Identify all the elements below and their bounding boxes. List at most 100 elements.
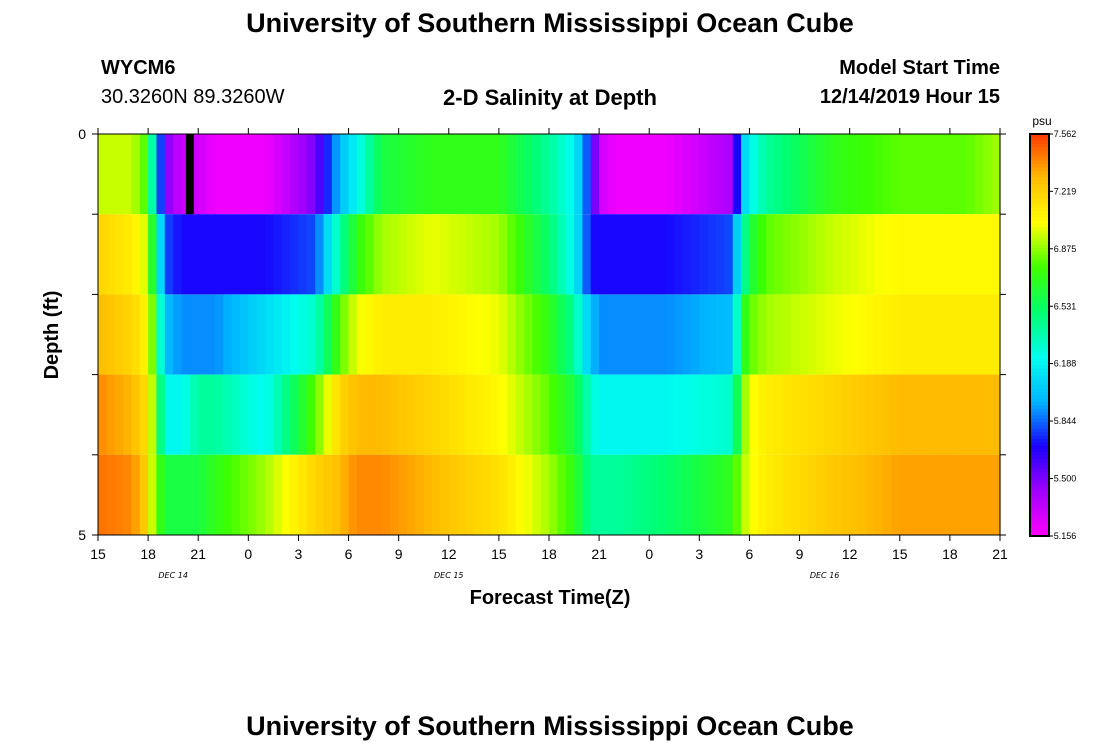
heatmap-cell: [156, 134, 166, 215]
x-tick-label: 15: [90, 546, 106, 562]
heatmap-cell: [732, 454, 742, 535]
heatmap-cell: [298, 134, 308, 215]
heatmap-cell: [298, 294, 308, 375]
colorbar-segment: [1030, 298, 1049, 303]
heatmap-cell: [841, 294, 851, 375]
heatmap-cell: [849, 214, 859, 295]
heatmap-cell: [98, 214, 107, 295]
heatmap-cell: [849, 294, 859, 375]
colorbar-segment: [1030, 405, 1049, 410]
heatmap-cell: [782, 214, 792, 295]
heatmap-cell: [590, 294, 600, 375]
heatmap-cell: [206, 294, 216, 375]
colorbar-tick-label: 7.562: [1054, 129, 1077, 139]
heatmap-cell: [273, 454, 283, 535]
heatmap-cell: [824, 134, 834, 215]
heatmap-cell: [164, 214, 174, 295]
colorbar-segment: [1030, 328, 1049, 333]
heatmap-cell: [139, 294, 149, 375]
heatmap-cell: [114, 454, 124, 535]
heatmap-cell: [223, 134, 233, 215]
heatmap-cell: [473, 454, 483, 535]
heatmap-cell: [908, 374, 918, 455]
heatmap-cell: [741, 374, 751, 455]
heatmap-cell: [707, 214, 717, 295]
heatmap-cell: [874, 294, 884, 375]
heatmap-cell: [657, 454, 667, 535]
colorbar-segment: [1030, 499, 1049, 504]
heatmap-cell: [883, 294, 893, 375]
colorbar-segment: [1030, 204, 1049, 209]
heatmap-cell: [657, 374, 667, 455]
colorbar-segment: [1030, 301, 1049, 306]
heatmap-cell: [189, 134, 199, 215]
heatmap-cell: [891, 294, 901, 375]
heatmap-cell: [398, 374, 408, 455]
heatmap-cell: [281, 454, 291, 535]
heatmap-cell: [849, 374, 859, 455]
heatmap-cell: [423, 214, 433, 295]
heatmap-cell: [707, 134, 717, 215]
heatmap-cell: [415, 374, 425, 455]
heatmap-cell: [490, 134, 500, 215]
heatmap-cell: [507, 134, 517, 215]
x-tick-label: 3: [695, 546, 703, 562]
colorbar-segment: [1030, 264, 1049, 269]
heatmap-cell: [457, 214, 467, 295]
heatmap-cell: [415, 214, 425, 295]
colorbar-segment: [1030, 445, 1049, 450]
heatmap-cell: [123, 294, 133, 375]
heatmap-cell: [832, 134, 842, 215]
heatmap-cell: [423, 374, 433, 455]
colorbar-segment: [1030, 522, 1049, 527]
colorbar-segment: [1030, 485, 1049, 490]
colorbar-segment: [1030, 418, 1049, 423]
heatmap-cell: [323, 454, 333, 535]
day-label: DEC 16: [810, 571, 840, 580]
heatmap-cell: [515, 214, 525, 295]
colorbar-segment: [1030, 489, 1049, 494]
heatmap-cell: [231, 454, 241, 535]
colorbar-segment: [1030, 194, 1049, 199]
heatmap-cell: [365, 374, 375, 455]
heatmap-cell: [256, 454, 266, 535]
heatmap-cell: [498, 214, 508, 295]
colorbar-segment: [1030, 167, 1049, 172]
heatmap-cell: [766, 374, 776, 455]
colorbar-unit: psu: [1032, 114, 1051, 128]
heatmap-cell: [98, 374, 107, 455]
heatmap-cell: [473, 294, 483, 375]
heatmap-cell: [273, 134, 283, 215]
y-tick-label: 5: [78, 527, 86, 543]
heatmap-cell: [724, 214, 734, 295]
model-start-time: 12/14/2019 Hour 15: [819, 86, 1000, 108]
heatmap-cell: [674, 374, 684, 455]
colorbar-segment: [1030, 385, 1049, 390]
heatmap-cell: [515, 134, 525, 215]
heatmap-cell: [156, 454, 166, 535]
heatmap-cell: [248, 214, 258, 295]
colorbar-frame: [1029, 133, 1050, 537]
plot-title: 2-D Salinity at Depth: [443, 85, 657, 110]
colorbar-segment: [1030, 355, 1049, 360]
heatmap-cell: [123, 374, 133, 455]
heatmap-cell: [398, 454, 408, 535]
heatmap-cell: [590, 374, 600, 455]
heatmap-cell: [574, 374, 584, 455]
heatmap-cell: [599, 454, 609, 535]
heatmap-cell: [323, 374, 333, 455]
heatmap-cell: [323, 214, 333, 295]
heatmap-cell: [507, 374, 517, 455]
heatmap-cell: [490, 454, 500, 535]
heatmap-cell: [924, 134, 934, 215]
heatmap-cell: [941, 214, 951, 295]
heatmap-cell: [774, 374, 784, 455]
heatmap-cell: [356, 294, 366, 375]
heatmap-cell: [173, 294, 183, 375]
heatmap-cell: [766, 294, 776, 375]
heatmap-cell: [615, 134, 625, 215]
heatmap-cell: [690, 454, 700, 535]
heatmap-cell: [148, 454, 158, 535]
heatmap-cell: [340, 214, 350, 295]
heatmap-cell: [273, 214, 283, 295]
